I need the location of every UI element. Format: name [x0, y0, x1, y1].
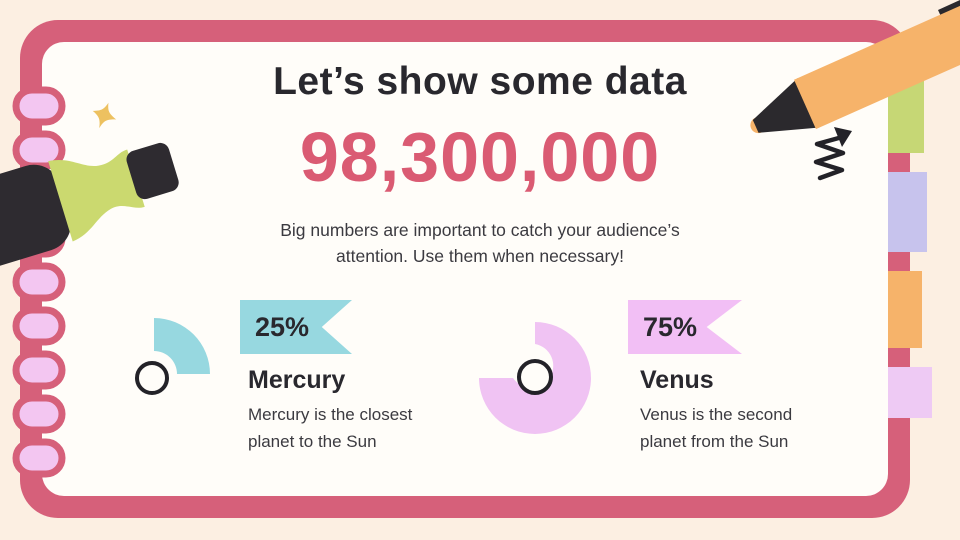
venus-circle-icon	[517, 359, 553, 395]
mercury-percent-label: 25%	[255, 311, 310, 342]
big-number: 98,300,000	[299, 118, 661, 196]
mercury-description: Mercury is the closest planet to the Sun	[248, 401, 412, 455]
venus-desc-line-2: planet from the Sun	[640, 432, 789, 451]
spiral-ring	[12, 350, 66, 390]
tab-orange	[888, 271, 922, 348]
spiral-ring	[12, 394, 66, 434]
venus-donut-slice	[479, 322, 591, 434]
squiggle-arrow-icon	[813, 127, 852, 181]
venus-donut-chart	[479, 322, 591, 434]
slide-subtitle: Big numbers are important to catch your …	[0, 217, 960, 269]
highlighter-marker	[0, 142, 179, 329]
mercury-donut-slice	[154, 318, 210, 374]
venus-title: Venus	[640, 366, 714, 394]
mercury-desc-line-2: planet to the Sun	[248, 432, 377, 451]
spiral-ring	[12, 306, 66, 346]
marker-tip	[126, 142, 179, 200]
venus-description: Venus is the second planet from the Sun	[640, 401, 792, 455]
subtitle-line-1: Big numbers are important to catch your …	[280, 220, 680, 240]
venus-desc-line-1: Venus is the second	[640, 405, 793, 424]
spiral-ring	[12, 86, 66, 126]
mercury-title: Mercury	[248, 366, 346, 394]
mercury-desc-line-1: Mercury is the closest	[248, 405, 413, 424]
spiral-ring	[12, 262, 66, 302]
subtitle-line-2: attention. Use them when necessary!	[336, 246, 624, 266]
marker-nib	[48, 149, 145, 242]
slide-title: Let’s show some data	[273, 60, 687, 103]
venus-percent-label: 75%	[643, 311, 698, 342]
tab-pink	[888, 367, 932, 418]
pencil	[750, 0, 960, 134]
mercury-circle-icon	[135, 361, 169, 395]
spiral-ring	[12, 438, 66, 478]
mercury-donut-chart	[135, 318, 210, 395]
pencil-body	[794, 0, 960, 130]
sparkle-icon	[92, 102, 117, 129]
tab-purple	[888, 172, 927, 252]
notebook-page	[42, 42, 888, 496]
